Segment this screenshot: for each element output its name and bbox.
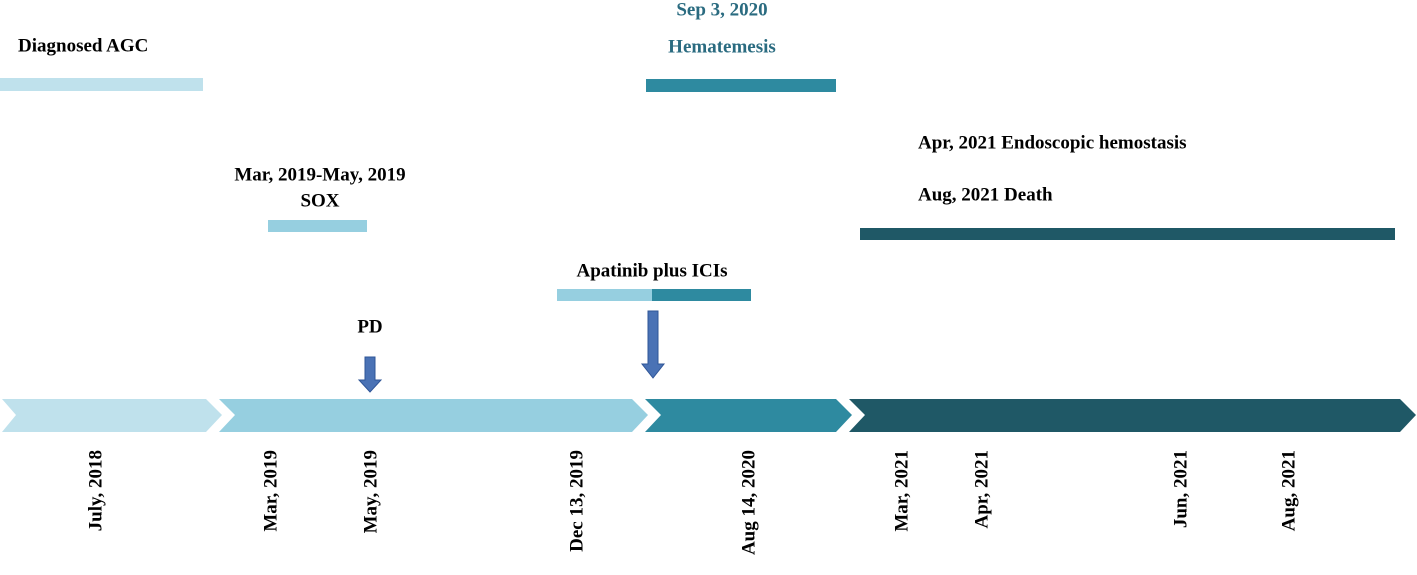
date-label: Mar, 2021	[891, 450, 912, 532]
date-label: May, 2019	[360, 450, 381, 533]
event-date: Mar, 2019-May, 2019	[234, 164, 405, 185]
date-label: Aug, 2021	[1278, 450, 1299, 531]
date-label: Dec 13, 2019	[566, 450, 587, 552]
date-label: Aug 14, 2020	[738, 450, 759, 555]
event-label: Hematemesis	[668, 36, 776, 57]
date-label: July, 2018	[85, 450, 106, 531]
period-bar	[557, 289, 652, 301]
period-bar	[652, 289, 751, 301]
date-axis: July, 2018 Mar, 2019 May, 2019 Dec 13, 2019…	[85, 450, 1299, 555]
timeline-segment	[2, 399, 222, 432]
date-label: Jun, 2021	[1170, 450, 1191, 528]
event-label: Aug, 2021 Death	[918, 184, 1053, 205]
event-label: Diagnosed AGC	[18, 35, 148, 56]
date-label: Mar, 2019	[260, 450, 281, 532]
period-bar	[646, 79, 836, 92]
event-label: Apr, 2021 Endoscopic hemostasis	[918, 132, 1187, 153]
period-bar	[860, 228, 1395, 240]
period-bar	[0, 78, 203, 91]
event-label: PD	[357, 316, 382, 337]
timeline-segment	[645, 399, 852, 432]
date-label: Apr, 2021	[971, 450, 992, 528]
event-date: Sep 3, 2020	[676, 0, 767, 20]
arrow	[640, 310, 666, 379]
timeline-segment	[219, 399, 648, 432]
event-label: Apatinib plus ICIs	[576, 260, 727, 281]
period-bar	[268, 220, 367, 232]
arrow	[357, 356, 383, 393]
timeline-segment	[849, 399, 1416, 432]
event-label: SOX	[300, 190, 339, 211]
